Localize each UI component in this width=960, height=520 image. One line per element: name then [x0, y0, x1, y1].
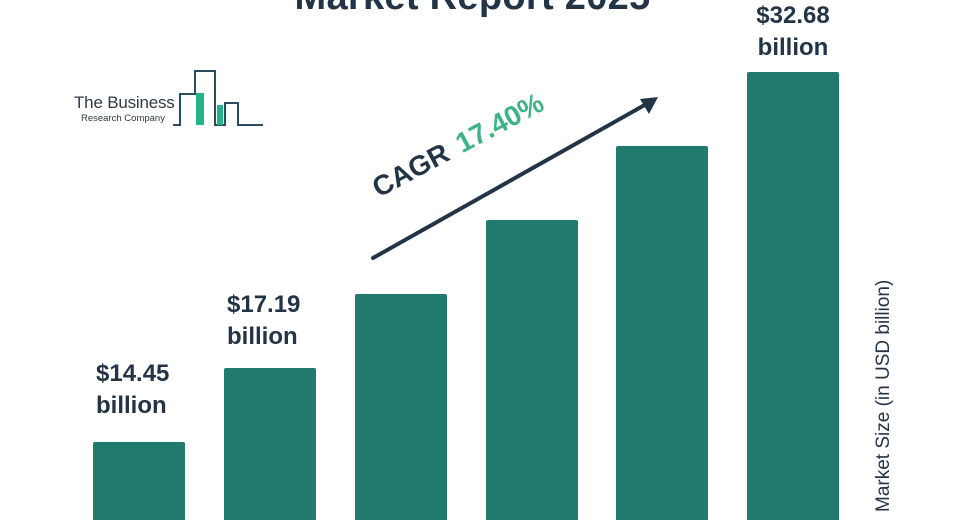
- bar-2029: [747, 72, 839, 520]
- bar-2024: [93, 442, 185, 520]
- company-logo: The Business Research Company: [70, 68, 270, 130]
- bar-label-unit: billion: [757, 34, 829, 61]
- bar-label-unit: billion: [96, 392, 167, 419]
- bar-2027: [486, 220, 578, 520]
- bar-label-2025: $17.19 billion: [227, 289, 300, 353]
- bar-label-2024: $14.45 billion: [96, 358, 169, 422]
- bar-2028: [616, 146, 708, 520]
- bar-label-amount: $14.45: [96, 360, 170, 387]
- growth-arrow-icon: [371, 97, 658, 260]
- bar-2026: [355, 294, 447, 520]
- bar-label-amount: $32.68: [756, 2, 830, 29]
- bar-label-unit: billion: [227, 323, 298, 350]
- logo-line1: The Business: [74, 93, 175, 112]
- y-axis-label: Market Size (in USD billion): [873, 279, 894, 512]
- building-logo-icon: [173, 70, 263, 126]
- bar-label-2029: $32.68 billion: [742, 0, 844, 64]
- logo-line2: Research Company: [81, 113, 165, 124]
- bar-label-amount: $17.19: [227, 291, 301, 318]
- chart-title: Market Report 2025: [0, 0, 945, 19]
- bar-2025: [224, 368, 316, 520]
